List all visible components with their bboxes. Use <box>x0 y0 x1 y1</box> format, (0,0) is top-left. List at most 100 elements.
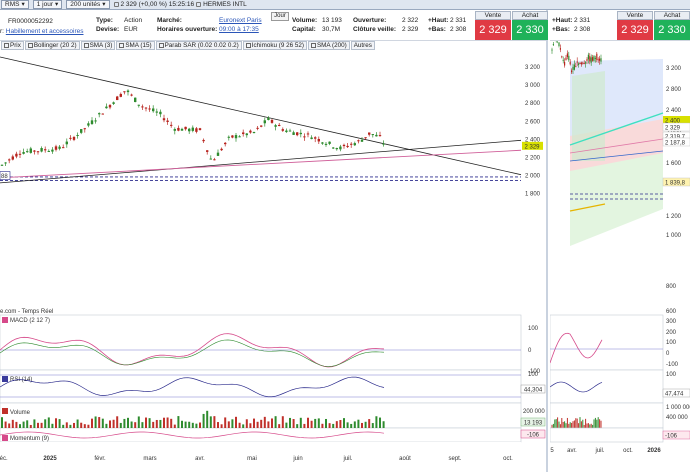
volume-bar <box>22 421 25 428</box>
candle-body <box>589 56 591 62</box>
candle-body <box>562 59 564 61</box>
indicator-tabs: Prix Bollinger (20 2) SMA (3) SMA (15) Parab… <box>0 41 546 51</box>
candle-body <box>583 62 585 64</box>
candle-body <box>592 57 594 61</box>
volume-tick: 200 000 <box>523 409 545 415</box>
volume-bar <box>554 419 556 428</box>
symbol-selector[interactable]: RMS ▾ <box>1 0 29 9</box>
volume-bar <box>592 424 594 428</box>
macd-tick: 0 <box>666 351 670 357</box>
candle-body <box>578 63 580 65</box>
volume-bar <box>148 418 151 428</box>
candle-body <box>69 137 72 139</box>
volume-bar <box>55 418 57 428</box>
sell-box[interactable]: Vente 2 329 <box>475 11 511 40</box>
overview-macd-pane <box>550 314 664 371</box>
tab-indicator[interactable]: Prix <box>1 41 24 50</box>
volume-bar <box>328 423 331 428</box>
candle-body <box>299 132 302 135</box>
candle-body <box>382 143 385 145</box>
candle-body <box>249 130 252 133</box>
candle-body <box>170 124 173 126</box>
candle-body <box>87 123 90 126</box>
volume-bar <box>19 424 21 428</box>
volume-bar <box>123 418 126 428</box>
candle-body <box>593 55 595 61</box>
volume-bar <box>227 421 230 428</box>
teal-line <box>569 112 664 146</box>
candle-body <box>314 137 317 139</box>
volume-bar <box>263 416 266 428</box>
overview-sell-box[interactable]: Vente 2 329 <box>617 11 653 40</box>
main-chart[interactable]: 3 200 3 000 2 800 2 600 2 400 2 200 2 000 1 800… <box>0 51 548 472</box>
tab-indicator[interactable]: Ichimoku (9 26 52) <box>242 41 307 50</box>
volume-bar <box>119 422 122 428</box>
candle-body <box>198 128 202 130</box>
overview-volume-pane <box>550 402 664 429</box>
checkbox-icon <box>119 43 125 48</box>
volume-bar <box>87 424 90 428</box>
tab-indicator[interactable]: SMA (200) <box>307 41 350 50</box>
volume-bar <box>112 419 115 428</box>
candle-body <box>119 93 122 97</box>
volume-bar <box>585 418 587 428</box>
tab-indicator[interactable]: Autres <box>350 41 375 50</box>
volume-bar <box>274 416 277 428</box>
tab-indicator[interactable]: SMA (15) <box>116 41 155 50</box>
macd-label: MACD (2 12 7) <box>10 318 50 324</box>
volume-bar <box>152 421 155 428</box>
x-tick-label: juil. <box>594 448 604 454</box>
jour-button[interactable]: Jour <box>271 12 289 21</box>
main-chart-panel: FR0000052292 r: Habillement et accessoir… <box>0 10 548 472</box>
candle-body <box>213 159 216 161</box>
candle-body <box>267 117 270 121</box>
period-selector[interactable]: 1 jour ▾ <box>32 0 63 9</box>
volume-bar <box>130 421 133 428</box>
volume-bar <box>564 421 566 428</box>
x-axis <box>0 442 521 472</box>
volume-bar <box>325 418 327 428</box>
candle-body <box>162 118 166 121</box>
candle-body <box>375 134 378 137</box>
volume-bar <box>382 421 385 428</box>
volume-bar <box>285 422 288 428</box>
volume-bar <box>314 418 317 428</box>
units-selector[interactable]: 200 unités ▾ <box>66 0 110 9</box>
overview-momentum-tag <box>662 430 690 440</box>
chevron-down-icon: ▾ <box>54 0 59 8</box>
volume-bar <box>256 421 259 428</box>
market-link[interactable]: Euronext Paris <box>219 17 262 24</box>
candle-body <box>378 135 382 137</box>
volume-bar <box>573 420 575 428</box>
overview-buy-box[interactable]: Achat 2 330 <box>654 11 690 40</box>
buy-box[interactable]: Achat 2 330 <box>512 11 548 40</box>
candle-body <box>288 130 292 132</box>
volume-tick: 400 000 <box>666 415 688 421</box>
tab-indicator[interactable]: Bollinger (20 2) <box>24 41 80 50</box>
macd-tick: 0 <box>528 348 532 354</box>
volume-bar <box>552 423 554 428</box>
candle-body <box>40 148 43 152</box>
checkbox-icon <box>4 43 9 48</box>
volume-value: 13 193 <box>322 17 342 24</box>
sector-link[interactable]: Habillement et accessoires <box>5 28 84 35</box>
volume-bar <box>307 417 309 428</box>
tab-indicator[interactable]: SMA (3) <box>80 41 116 50</box>
candle-body <box>105 106 108 109</box>
candle-body <box>561 56 563 58</box>
y-tick-label: 2 200 <box>525 156 541 162</box>
candle-body <box>58 146 61 149</box>
plot-area <box>0 51 521 306</box>
candle-body <box>15 153 18 157</box>
candle-body <box>47 150 50 152</box>
cloud-green-small <box>572 71 605 161</box>
pink-line <box>569 138 664 154</box>
hours-link[interactable]: 09:00 à 17:35 <box>219 26 259 33</box>
x-tick-label: juil. <box>342 456 352 462</box>
volume-bar <box>586 423 588 428</box>
prev-close-value: 2 329 <box>402 26 419 33</box>
tab-indicator[interactable]: Parab SAR (0.02 0.02 0.2) <box>155 41 242 50</box>
candle-body <box>220 148 223 151</box>
volume-bar <box>569 422 571 428</box>
